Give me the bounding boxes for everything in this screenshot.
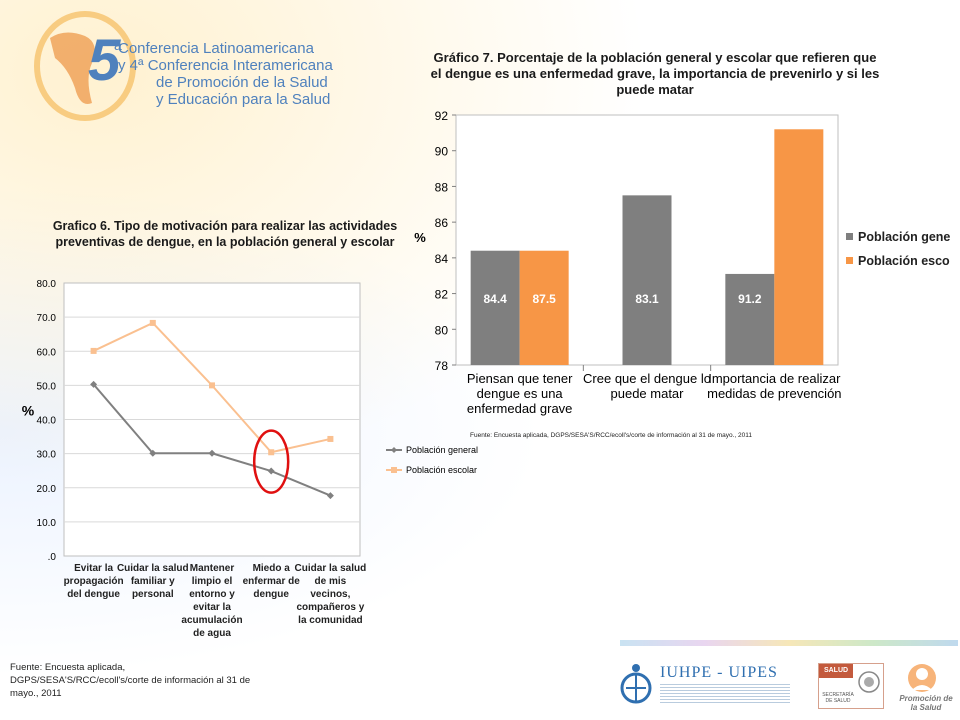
data-point-escolar [268,449,275,456]
x-tick-label: Evitar la propagación del dengue [64,563,124,600]
iuhpe-subtext [660,684,790,704]
data-label: 84.4 [483,292,507,306]
conference-line: de Promoción de la Salud [156,74,328,91]
x-tick-label: Cree que el dengue lo puede matar [583,371,711,401]
data-point-general [149,449,157,457]
salud-label: SALUD [819,664,853,678]
y-tick-label: 88 [435,180,449,194]
data-point-general [90,380,98,388]
salud-sublabel: SECRETARÍA DE SALUD [822,692,854,704]
data-label: 83.1 [635,292,659,306]
chart7-source: Fuente: Encuesta aplicada, DGPS/SESA'S/R… [470,432,753,439]
conference-logo: 5 a [34,11,136,121]
conference-line: y Educación para la Salud [156,91,331,108]
bar-general [725,273,775,365]
x-tick-label: Piensan que tener dengue es una enfermedad… [467,371,573,416]
y-tick-label: 40.0 [37,416,57,427]
highlight-circle [252,429,290,494]
y-tick-label: 60.0 [37,347,57,358]
y-tick-label: 78 [435,359,449,373]
y-tick-label: 50.0 [37,381,57,392]
data-point-escolar [149,319,156,326]
y-tick-label: 70.0 [37,313,57,324]
legend-label: Población escolar [858,254,950,268]
bar-general [622,195,672,365]
iuhpe-logo-text: IUHPE - UIPES [660,664,778,681]
y-tick-label: 82 [435,288,449,302]
conference-line: Conferencia Latinoamericana [118,40,314,57]
y-tick-label: 10.0 [37,518,57,529]
y-axis-label: % [414,230,426,245]
data-point-general [326,492,334,500]
logo-number: 5 [88,28,121,93]
y-tick-label: 84 [435,252,449,266]
legend-swatch [846,233,853,240]
bar-escolar [774,129,824,365]
y-tick-label: 20.0 [37,484,57,495]
bar-general [470,250,520,365]
x-tick-label: Mantener limpio el entorno y evitar la acumu… [181,563,242,639]
x-tick-label: Cuidar la salud de mis vecinos, compañeros … [295,563,367,626]
legend-marker [391,447,397,453]
promocion-salud-icon [908,664,936,692]
y-tick-label: 86 [435,216,449,230]
footer-divider [620,640,958,646]
promocion-salud-text: Promoción de la Salud [899,694,953,712]
footer-source: Fuente: Encuesta aplicada, DGPS/SESA'S/R… [10,662,251,699]
x-tick-label: Cuidar la salud familiar y personal [117,563,189,600]
data-label: 87.5 [532,292,556,306]
legend-swatch [846,257,853,264]
chart6-title: Grafico 6. Tipo de motivación para reali… [52,219,398,249]
y-tick-label: 80.0 [37,279,57,290]
data-point-escolar [327,435,334,442]
data-label: 91.2 [738,292,762,306]
y-tick-label: 80 [435,323,449,337]
conference-title: Conferencia Latinoamericana y 4ª Confere… [118,40,333,108]
iuhpe-globe-icon [620,664,652,704]
x-tick-label: Importancia de realizar medidas de preven… [707,371,841,401]
x-tick-label: Miedo a enfermar de dengue [243,563,301,600]
legend-marker [391,467,397,473]
bar-escolar [519,250,569,365]
data-point-escolar [209,382,215,389]
y-tick-label: 30.0 [37,450,57,461]
data-point-general [267,467,275,475]
salud-logo: SALUD SECRETARÍA DE SALUD [818,663,884,709]
y-tick-label: .0 [48,552,57,563]
legend-label: Población escolar [406,465,477,475]
data-point-general [208,449,216,457]
conference-line: y 4ª Conferencia Interamericana [118,57,333,74]
legend-label: Población general [858,230,950,244]
chart7-svg: 92 90 88 86 84 82 80 78% 84.4 87.5 Piensan que ten… [414,109,950,416]
chart6-svg: 80.0 70.0 60.0 50.0 40.0 30.0 20.0 10.0 .0% Evita… [22,279,478,639]
legend-label: Población general [406,445,478,455]
logo-sup: a [114,37,122,53]
chart7-title: Gráfico 7. Porcentaje de la población ge… [430,50,880,97]
data-point-escolar [90,347,97,354]
y-tick-label: 92 [435,109,449,123]
y-tick-label: 90 [435,145,449,159]
y-axis-label: % [22,403,35,419]
eagle-seal-icon [858,671,880,693]
